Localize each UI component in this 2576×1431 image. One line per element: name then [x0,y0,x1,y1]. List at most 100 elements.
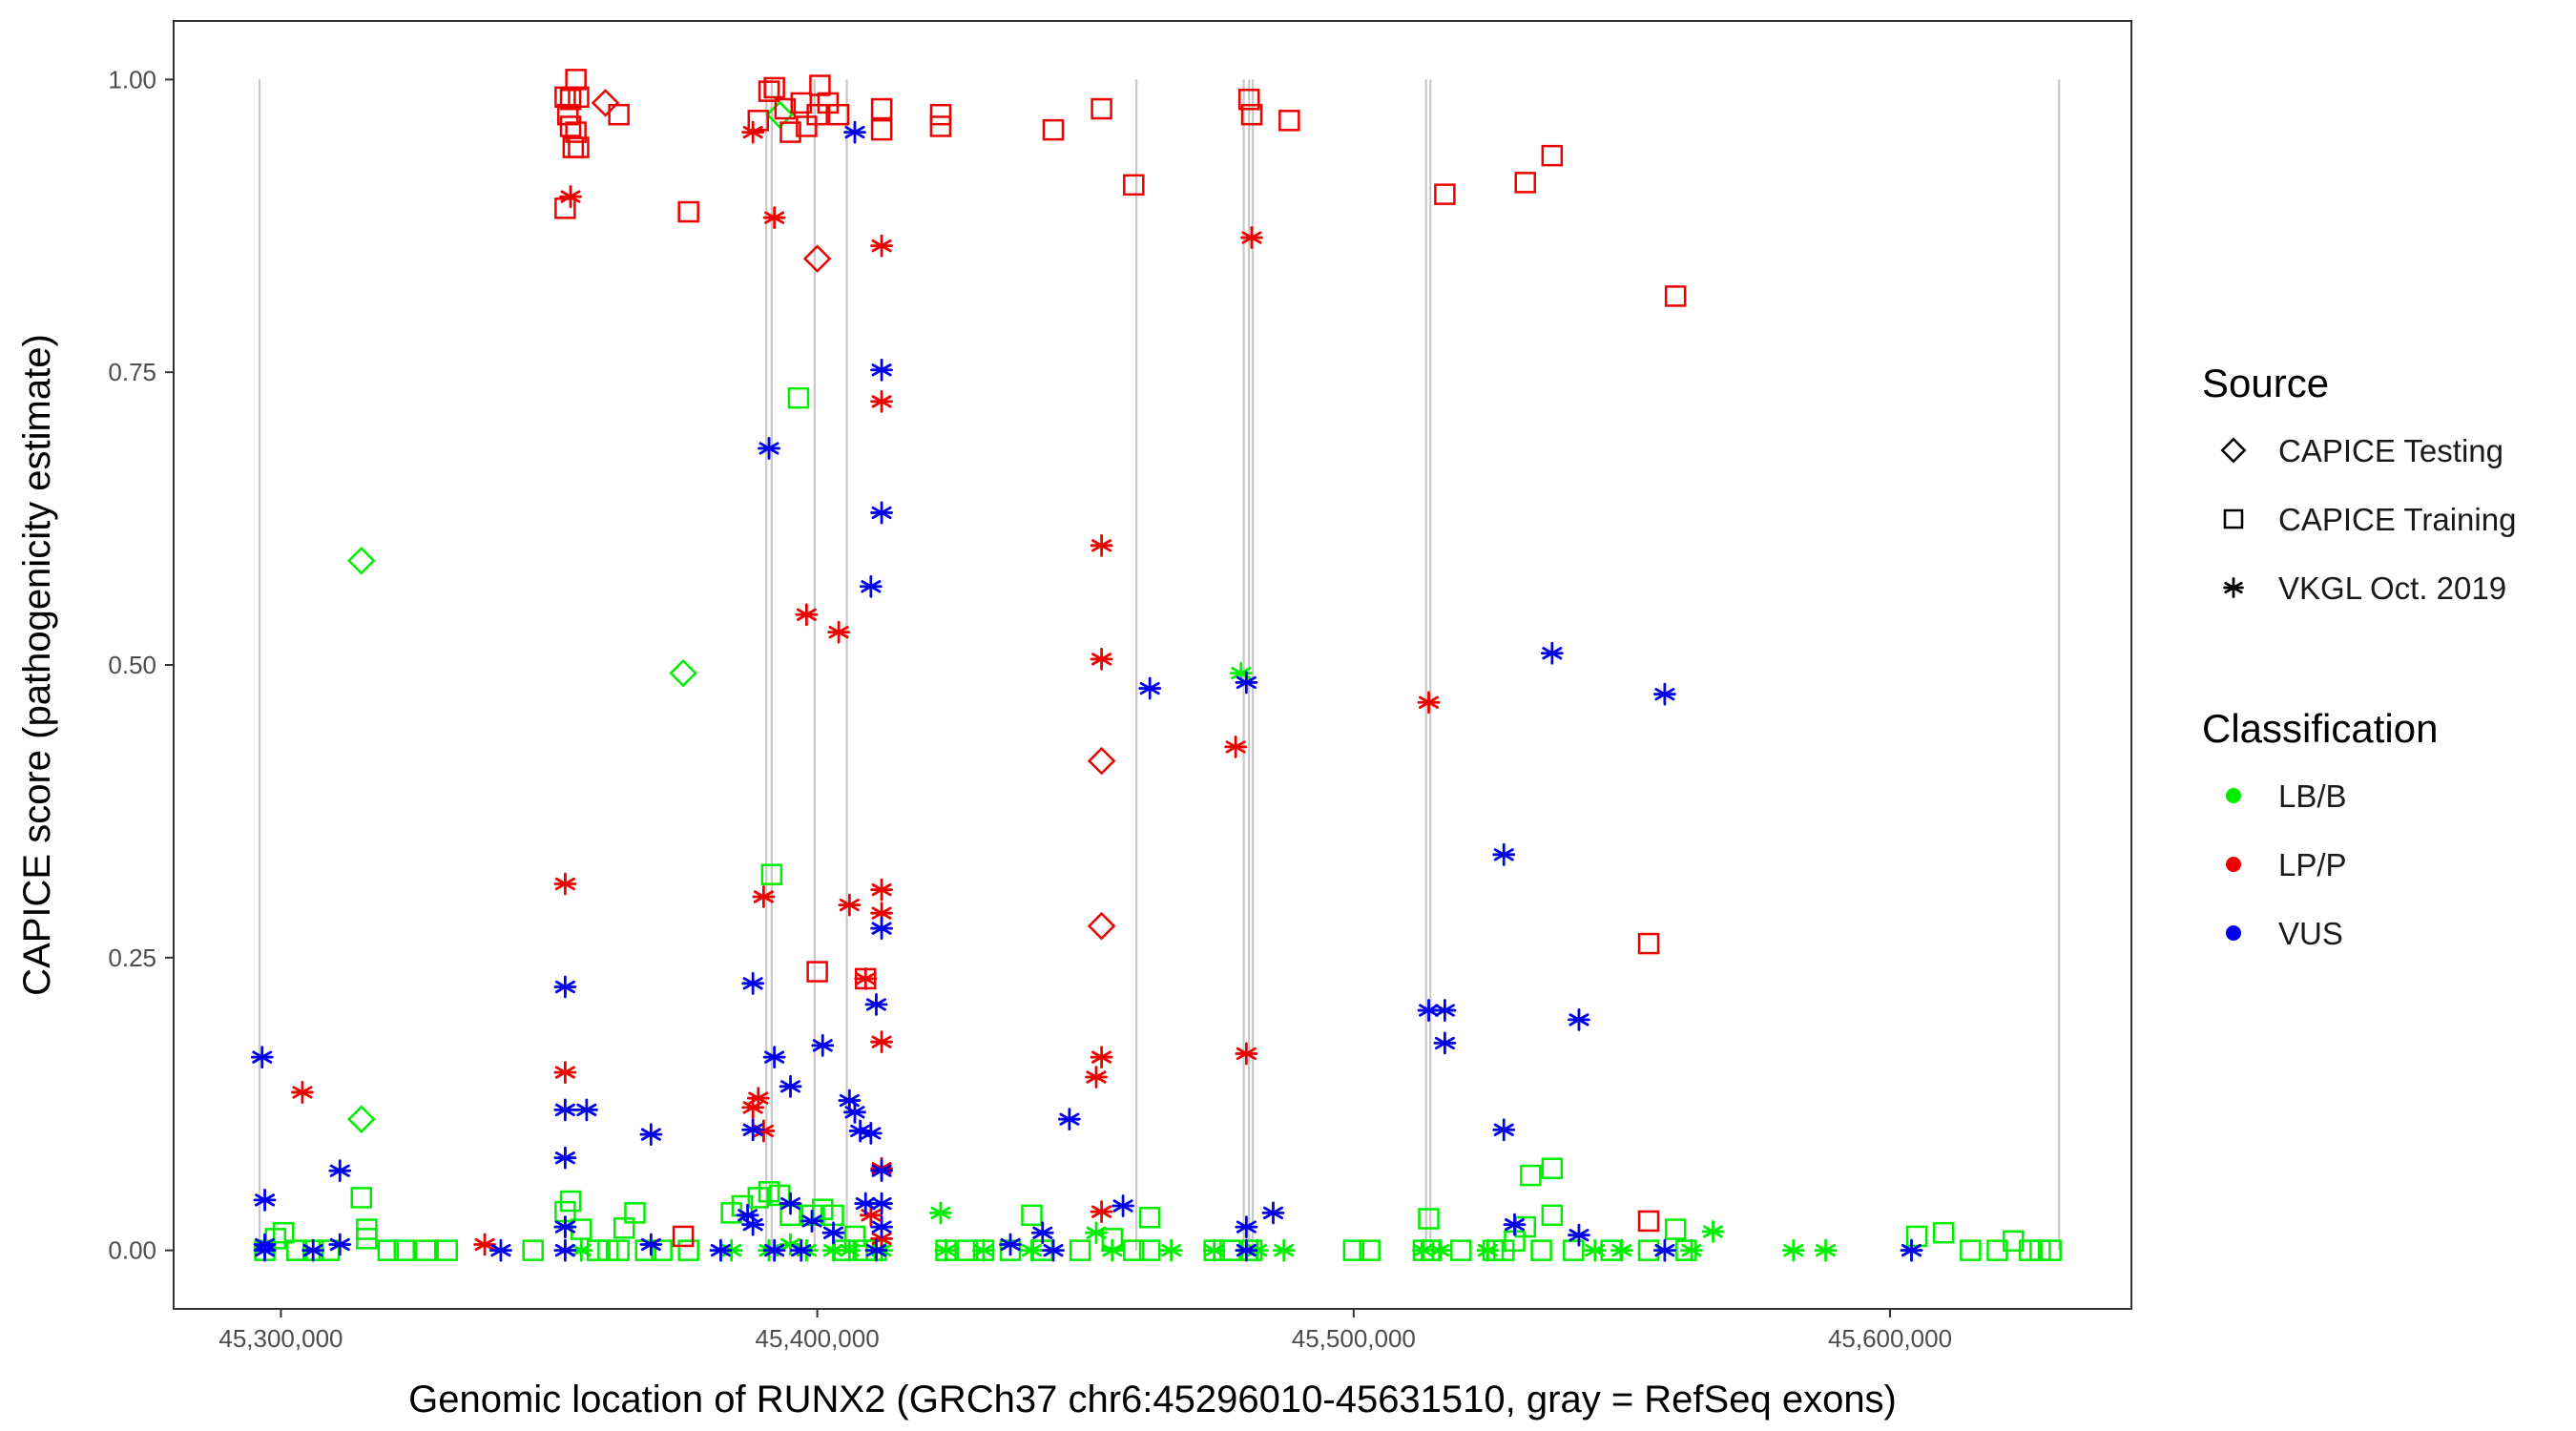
exon-lines [258,79,2061,1251]
data-point [1514,172,1536,194]
data-point [790,92,813,114]
x-tick-label: 45,400,000 [756,1324,880,1353]
legend-key-color [2226,925,2241,941]
data-point [1541,1157,1564,1179]
data-point [1235,1238,1258,1262]
data-point [1090,647,1113,671]
data-point [1087,746,1116,776]
legend-key-color [2226,857,2241,872]
data-point [762,206,786,230]
data-point [556,103,579,126]
data-point [1272,1238,1296,1262]
x-tick-label: 45,600,000 [1828,1324,1952,1353]
y-tick-label: 0.25 [108,944,156,972]
data-point [1240,226,1263,249]
data-point [253,1238,277,1262]
legend-label-classification: LB/B [2278,778,2347,814]
data-point [553,1098,577,1122]
data-point [1021,1204,1043,1227]
legend-title-source: Source [2202,361,2329,405]
data-point [763,76,785,99]
data-point [1042,118,1065,141]
data-point [870,389,893,413]
data-point [436,1239,458,1261]
data-point [1417,999,1441,1022]
legend-label-source: CAPICE Training [2278,502,2516,537]
data-point [1085,1066,1108,1089]
data-point [1900,1238,1923,1262]
data-point [789,1238,813,1262]
data-point [1568,1007,1590,1031]
data-point [752,885,776,908]
data-point [870,917,893,941]
data-point [1229,661,1253,685]
data-point [1240,103,1263,126]
data-point [934,1238,958,1262]
data-point [1814,1238,1838,1262]
data-point [574,1098,598,1122]
data-point [1237,88,1260,111]
data-point [250,1046,274,1069]
data-point [870,902,893,925]
data-point [1530,1239,1552,1261]
data-point [414,1239,437,1261]
data-point [854,1192,878,1215]
data-point [1123,1239,1145,1261]
data-point [821,1221,845,1245]
data-point [1541,1204,1564,1227]
data-point [709,1238,733,1262]
data-point [356,1228,378,1250]
data-point [1664,285,1687,307]
data-point [1652,1238,1676,1262]
data-point [473,1233,496,1256]
data-point [1085,1221,1108,1245]
data-point [838,1238,862,1262]
data-point [1030,1221,1054,1245]
data-point [608,1239,630,1261]
data-point [1412,1238,1435,1262]
data-point [929,1201,952,1225]
data-point [1450,1239,1472,1261]
data-point [1433,999,1457,1022]
data-point [565,69,587,91]
data-point [1960,1239,1982,1261]
data-point [779,1233,802,1256]
data-point [1359,1239,1381,1261]
data-point [1680,1238,1703,1262]
data-point [301,1238,325,1262]
data-point [762,1046,786,1069]
data-point [1492,842,1516,866]
data-point [522,1239,544,1261]
data-point [591,89,620,117]
data-point [253,1188,277,1212]
data-point [870,501,893,525]
data-point [746,1087,770,1110]
data-point [1781,1238,1805,1262]
y-tick-label: 1.00 [108,65,156,93]
plot-area [173,20,2132,1310]
data-point [1235,671,1258,695]
data-point [291,1081,314,1104]
data-point [999,1233,1022,1256]
data-point [843,1100,866,1124]
data-point [393,1239,415,1261]
legend: Source CAPICE Testing CAPICE Training VKGL… [2202,361,2516,951]
y-tick-label: 0.50 [108,651,156,679]
data-point [1932,1221,1955,1244]
data-point [1087,911,1116,941]
data-point [350,1187,373,1209]
data-point [752,1119,776,1143]
data-point [870,118,893,141]
x-axis: 45,300,000 45,400,000 45,500,000 45,600,000 [218,1309,1952,1353]
data-point [787,386,810,409]
x-tick-label: 45,300,000 [218,1324,343,1353]
data-point [1433,1031,1457,1055]
data-point [864,993,888,1016]
data-point [762,1238,786,1262]
data-point [870,1215,893,1238]
data-point [1057,1108,1081,1131]
data-point [854,967,878,990]
data-point [760,863,783,885]
data-point [672,1225,695,1248]
